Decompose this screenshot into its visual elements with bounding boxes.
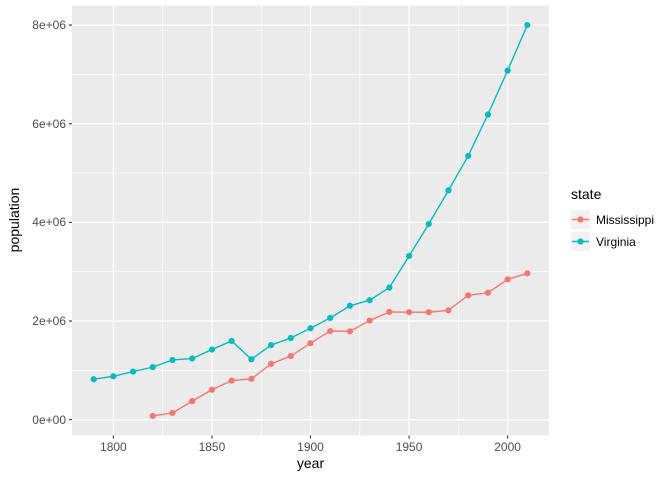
- x-tick-label: 1950: [395, 440, 423, 454]
- legend-item-mississippi: Mississippi: [571, 210, 654, 229]
- data-point-virginia: [445, 187, 452, 194]
- data-point-mississippi: [465, 292, 472, 299]
- data-point-mississippi: [484, 289, 491, 296]
- data-point-virginia: [248, 356, 255, 363]
- legend-item-virginia: Virginia: [571, 232, 654, 251]
- data-point-mississippi: [405, 309, 413, 316]
- y-tick-label: 4e+06: [32, 215, 66, 230]
- data-point-mississippi: [287, 352, 294, 360]
- data-point-virginia: [189, 355, 196, 362]
- data-point-mississippi: [149, 412, 156, 420]
- legend-item-label: Mississippi: [596, 212, 655, 227]
- data-point-mississippi: [327, 327, 334, 335]
- x-tick-label: 2000: [494, 440, 521, 454]
- y-tick-label: 8e+06: [32, 18, 66, 33]
- legend: state Mississippi Virginia: [571, 186, 654, 254]
- data-point-virginia: [90, 376, 97, 383]
- y-tick-label: 6e+06: [32, 116, 66, 131]
- data-point-virginia: [524, 21, 531, 29]
- x-tick-label: 1850: [198, 440, 226, 454]
- data-point-virginia: [484, 111, 491, 118]
- data-point-virginia: [425, 220, 432, 228]
- data-point-mississippi: [425, 309, 432, 316]
- y-tick-label: 0e+00: [32, 412, 66, 427]
- data-point-virginia: [110, 373, 117, 380]
- data-point-virginia: [346, 302, 354, 309]
- data-point-virginia: [169, 356, 176, 364]
- data-point-mississippi: [524, 270, 531, 277]
- data-point-mississippi: [445, 307, 452, 314]
- data-point-virginia: [130, 368, 137, 375]
- data-point-mississippi: [228, 377, 235, 384]
- data-point-virginia: [366, 297, 373, 304]
- data-point-mississippi: [307, 340, 314, 347]
- data-point-virginia: [267, 341, 275, 349]
- data-point-virginia: [504, 67, 511, 74]
- y-tick-label: 2e+06: [32, 314, 66, 329]
- data-point-virginia: [287, 334, 294, 342]
- data-point-mississippi: [169, 409, 176, 417]
- data-point-virginia: [386, 284, 393, 291]
- data-point-virginia: [208, 346, 216, 353]
- data-point-mississippi: [208, 386, 216, 393]
- x-axis-title: year: [296, 455, 325, 471]
- x-tick-label: 1800: [100, 440, 127, 454]
- data-point-virginia: [327, 314, 334, 322]
- data-point-mississippi: [504, 276, 511, 283]
- legend-key-virginia-icon: [571, 232, 590, 251]
- data-point-virginia: [149, 364, 156, 371]
- data-point-mississippi: [346, 328, 354, 335]
- data-point-virginia: [307, 325, 314, 332]
- data-point-virginia: [405, 252, 413, 260]
- legend-item-label: Virginia: [596, 234, 636, 249]
- x-tick-label: 1900: [297, 440, 324, 454]
- data-point-virginia: [465, 152, 472, 160]
- data-point-mississippi: [189, 398, 196, 405]
- data-point-mississippi: [366, 317, 373, 324]
- data-point-mississippi: [267, 360, 275, 367]
- legend-key-mississippi-icon: [571, 210, 590, 229]
- series-line-mississippi: [152, 272, 528, 417]
- data-point-mississippi: [248, 375, 255, 382]
- legend-title: state: [571, 186, 602, 202]
- data-point-mississippi: [386, 308, 393, 316]
- data-point-virginia: [228, 337, 235, 345]
